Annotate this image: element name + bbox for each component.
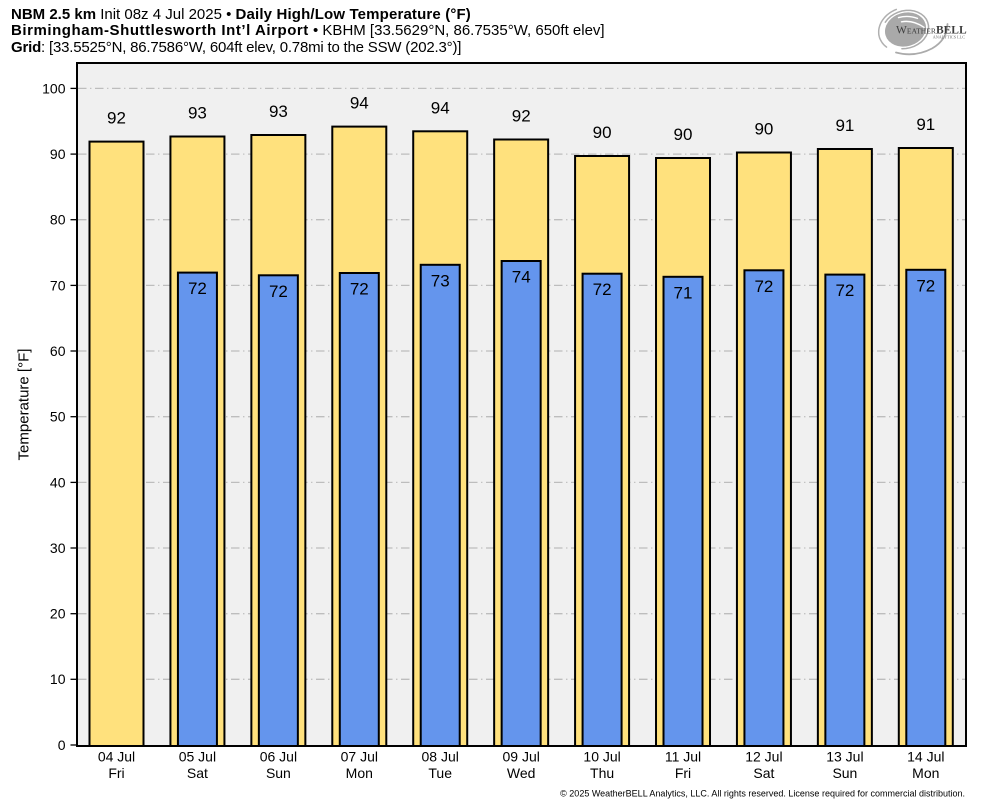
svg-text:09 Jul: 09 Jul [503, 748, 540, 764]
svg-text:05 Jul: 05 Jul [179, 748, 216, 764]
svg-text:91: 91 [916, 115, 935, 134]
svg-text:04 Jul: 04 Jul [98, 748, 135, 764]
svg-text:Sat: Sat [753, 765, 774, 781]
svg-text:72: 72 [835, 281, 854, 300]
svg-text:40: 40 [50, 474, 66, 490]
svg-text:94: 94 [431, 98, 450, 117]
svg-text:13 Jul: 13 Jul [826, 748, 863, 764]
svg-text:72: 72 [916, 276, 935, 295]
svg-text:Sat: Sat [187, 765, 208, 781]
svg-text:71: 71 [674, 283, 693, 302]
svg-text:90: 90 [754, 120, 773, 139]
svg-text:92: 92 [107, 109, 126, 128]
svg-text:Temperature [°F]: Temperature [°F] [16, 349, 33, 461]
svg-text:72: 72 [269, 282, 288, 301]
svg-text:Fri: Fri [108, 765, 124, 781]
svg-text:92: 92 [512, 107, 531, 126]
svg-text:72: 72 [593, 280, 612, 299]
svg-text:Thu: Thu [590, 765, 614, 781]
svg-text:0: 0 [58, 737, 66, 753]
svg-text:11 Jul: 11 Jul [665, 748, 701, 764]
svg-text:72: 72 [350, 280, 369, 299]
svg-text:74: 74 [512, 268, 531, 287]
svg-text:10: 10 [50, 671, 66, 687]
svg-text:93: 93 [269, 102, 288, 121]
svg-text:100: 100 [42, 80, 66, 96]
svg-text:Mon: Mon [912, 765, 939, 781]
svg-text:10 Jul: 10 Jul [583, 748, 620, 764]
svg-text:ANALYTICS LLC: ANALYTICS LLC [933, 34, 965, 39]
svg-text:Tue: Tue [428, 765, 452, 781]
svg-text:90: 90 [50, 146, 66, 162]
svg-text:07 Jul: 07 Jul [341, 748, 378, 764]
svg-text:30: 30 [50, 540, 66, 556]
svg-text:72: 72 [754, 277, 773, 296]
svg-text:WEATHERBELL: WEATHERBELL [896, 25, 967, 37]
svg-text:Wed: Wed [507, 765, 536, 781]
svg-text:50: 50 [50, 409, 66, 425]
svg-text:Sun: Sun [832, 765, 857, 781]
svg-text:90: 90 [674, 125, 693, 144]
svg-text:© 2025 WeatherBELL Analytics,: © 2025 WeatherBELL Analytics, LLC. All r… [560, 788, 965, 798]
svg-text:14 Jul: 14 Jul [907, 748, 944, 764]
svg-text:80: 80 [50, 212, 66, 228]
svg-text:08 Jul: 08 Jul [422, 748, 459, 764]
svg-text:60: 60 [50, 343, 66, 359]
svg-text:Sun: Sun [266, 765, 291, 781]
svg-text:93: 93 [188, 104, 207, 123]
svg-text:91: 91 [835, 116, 854, 135]
svg-text:Fri: Fri [675, 765, 691, 781]
svg-text:70: 70 [50, 277, 66, 293]
svg-text:90: 90 [593, 123, 612, 142]
svg-text:12 Jul: 12 Jul [745, 748, 782, 764]
svg-text:20: 20 [50, 606, 66, 622]
svg-text:06 Jul: 06 Jul [260, 748, 297, 764]
svg-text:94: 94 [350, 94, 369, 113]
svg-text:Mon: Mon [346, 765, 373, 781]
svg-text:73: 73 [431, 271, 450, 290]
svg-text:72: 72 [188, 279, 207, 298]
